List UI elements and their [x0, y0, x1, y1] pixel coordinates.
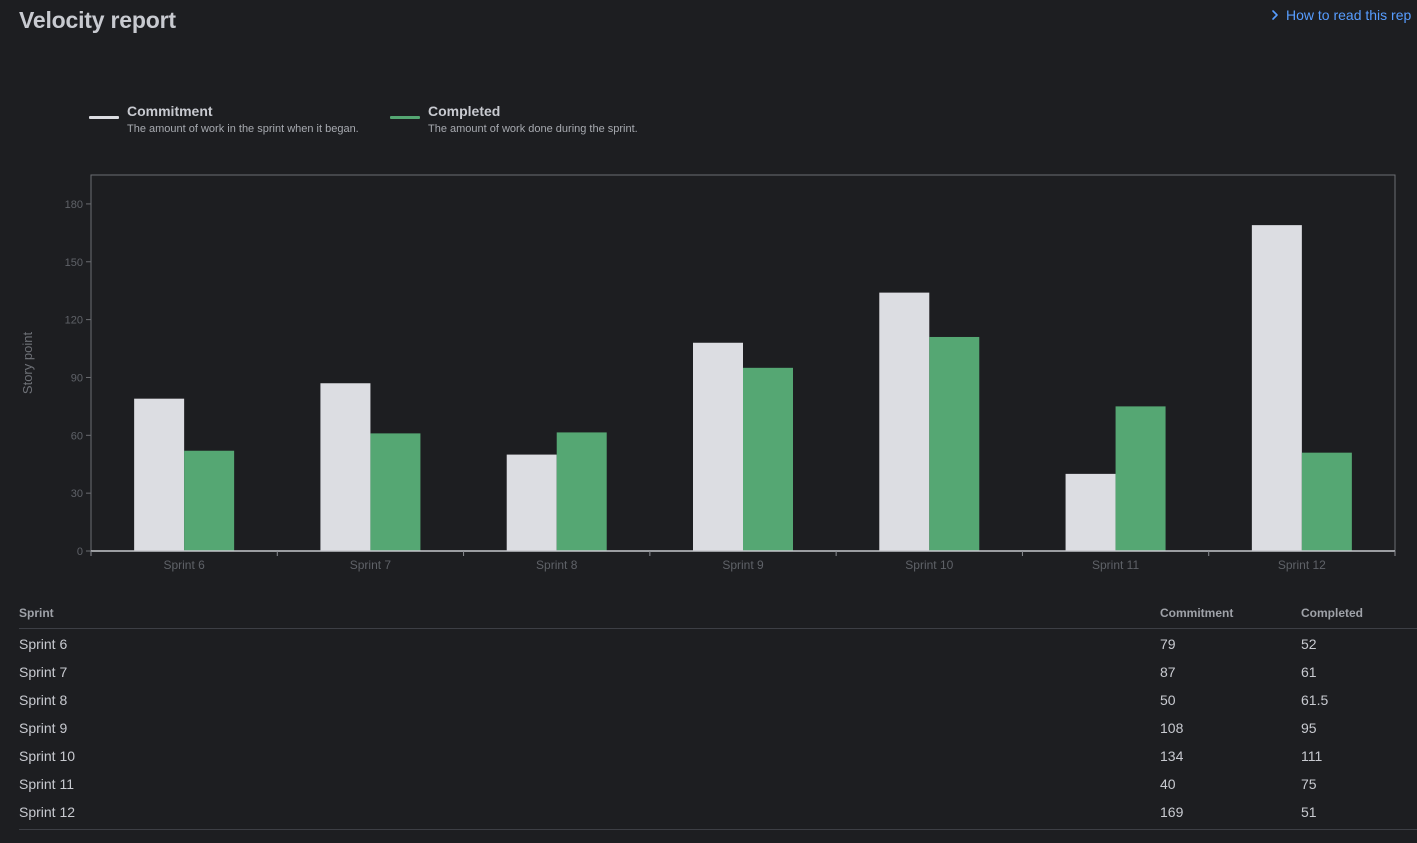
- legend-description: The amount of work in the sprint when it…: [127, 123, 359, 135]
- sprint-cell: Sprint 11: [19, 776, 74, 792]
- commitment-cell: 87: [1160, 664, 1176, 680]
- sprint-cell: Sprint 8: [19, 692, 68, 708]
- x-tick-label: Sprint 6: [163, 558, 205, 572]
- bar-commitment[interactable]: [879, 292, 930, 551]
- bar-commitment[interactable]: [1065, 473, 1116, 551]
- commitment-cell: 108: [1160, 720, 1184, 736]
- table-row: Sprint 12 169 51: [19, 797, 1417, 825]
- bar-completed[interactable]: [556, 432, 607, 551]
- legend-label: Commitment: [127, 103, 213, 119]
- completed-cell: 111: [1301, 748, 1323, 764]
- x-tick-label: Sprint 7: [350, 558, 392, 572]
- completed-cell: 61.5: [1301, 692, 1329, 708]
- commitment-cell: 50: [1160, 692, 1176, 708]
- bar-commitment[interactable]: [134, 398, 185, 551]
- x-axis: Sprint 6 Sprint 7 Sprint 8 Sprint 9 Sprint 1…: [90, 550, 1396, 572]
- bar-completed[interactable]: [370, 433, 421, 551]
- completed-cell: 61: [1301, 664, 1317, 680]
- y-tick-label: 180: [65, 199, 83, 211]
- column-header-sprint[interactable]: Sprint: [19, 606, 54, 620]
- column-header-commitment[interactable]: Commitment: [1160, 606, 1234, 620]
- completed-cell: 95: [1301, 720, 1317, 736]
- commitment-cell: 169: [1160, 804, 1184, 820]
- bar-completed[interactable]: [929, 336, 980, 551]
- legend-item-commitment[interactable]: Commitment The amount of work in the spr…: [89, 102, 359, 136]
- y-tick-label: 0: [77, 546, 83, 558]
- y-axis-label: Story point: [20, 332, 35, 395]
- x-tick-label: Sprint 9: [722, 558, 764, 572]
- how-to-read-link[interactable]: How to read this rep: [1269, 7, 1411, 23]
- y-tick-label: 30: [71, 488, 83, 500]
- y-tick-label: 150: [65, 257, 83, 269]
- y-axis: 0 30 60 90 120 150 180: [65, 199, 91, 558]
- bar-commitment[interactable]: [693, 342, 743, 551]
- bar-completed[interactable]: [1301, 452, 1352, 551]
- sprint-cell: Sprint 12: [19, 804, 76, 820]
- table-header: Sprint Commitment Completed: [19, 606, 1417, 629]
- bar-completed[interactable]: [184, 450, 235, 551]
- bars-group: [134, 225, 1352, 551]
- legend-item-completed[interactable]: Completed The amount of work done during…: [390, 102, 638, 136]
- table-row: Sprint 6 79 52: [19, 629, 1417, 657]
- x-tick-label: Sprint 11: [1092, 558, 1139, 572]
- sprint-cell: Sprint 10: [19, 748, 76, 764]
- commitment-cell: 40: [1160, 776, 1176, 792]
- bar-commitment[interactable]: [1251, 225, 1302, 551]
- commitment-cell: 134: [1160, 748, 1184, 764]
- sprint-cell: Sprint 7: [19, 664, 68, 680]
- table-row: Sprint 7 87 61: [19, 657, 1417, 685]
- table-body: Sprint 6 79 52 Sprint 7 87 61 Sprint 8 50 61.5 Sp…: [19, 629, 1417, 825]
- y-tick-label: 60: [71, 430, 83, 442]
- x-tick-label: Sprint 10: [905, 558, 953, 572]
- y-tick-label: 90: [71, 372, 83, 384]
- sprint-cell: Sprint 9: [19, 720, 68, 736]
- velocity-data-table: Sprint Commitment Completed Sprint 6 79 52…: [19, 606, 1417, 830]
- bar-completed[interactable]: [1115, 406, 1166, 551]
- table-row: Sprint 10 134 111: [19, 741, 1417, 769]
- y-tick-label: 120: [65, 315, 83, 327]
- table-row: Sprint 11 40 75: [19, 769, 1417, 797]
- x-tick-label: Sprint 8: [536, 558, 578, 572]
- bar-commitment[interactable]: [506, 454, 557, 551]
- bar-commitment[interactable]: [320, 383, 371, 551]
- page-title: Velocity report: [19, 7, 176, 33]
- legend-swatch-commitment: [89, 116, 119, 119]
- bar-completed[interactable]: [743, 367, 793, 551]
- legend-label: Completed: [428, 103, 501, 119]
- legend-description: The amount of work done during the sprin…: [428, 123, 638, 135]
- table-bottom-divider: [19, 829, 1417, 830]
- chevron-right-icon: [1272, 10, 1278, 20]
- completed-cell: 52: [1301, 636, 1317, 652]
- completed-cell: 75: [1301, 776, 1317, 792]
- table-row: Sprint 9 108 95: [19, 713, 1417, 741]
- commitment-cell: 79: [1160, 636, 1176, 652]
- x-tick-label: Sprint 12: [1278, 558, 1326, 572]
- chart-legend: Commitment The amount of work in the spr…: [0, 102, 1417, 142]
- column-header-completed[interactable]: Completed: [1301, 606, 1364, 620]
- sprint-cell: Sprint 6: [19, 636, 68, 652]
- completed-cell: 51: [1301, 804, 1317, 820]
- legend-swatch-completed: [390, 116, 420, 119]
- table-row: Sprint 8 50 61.5: [19, 685, 1417, 713]
- how-to-read-link-label: How to read this rep: [1286, 7, 1412, 23]
